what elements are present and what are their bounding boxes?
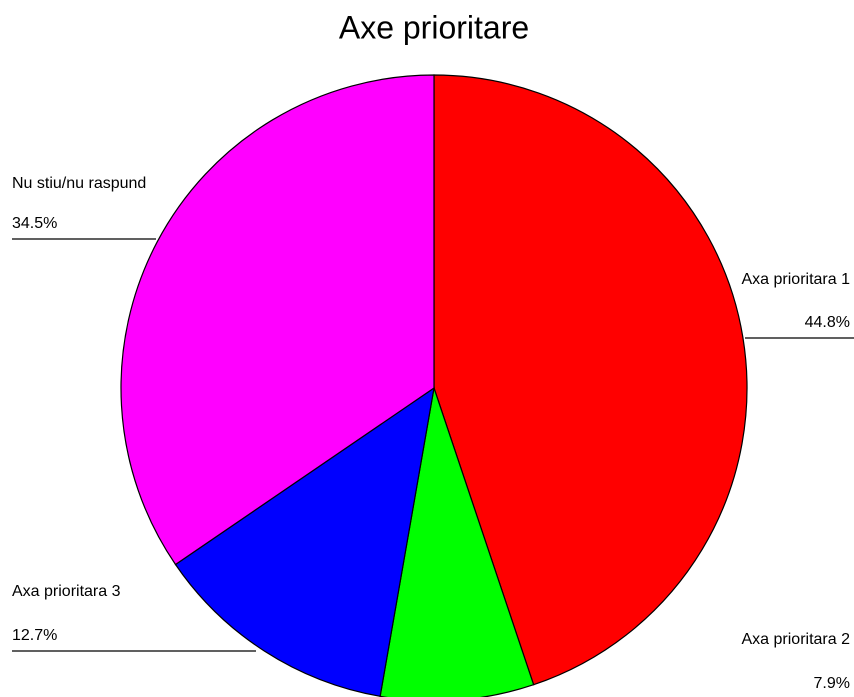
pie-slice (379, 387, 535, 697)
slice-value-label: 12.7% (12, 627, 57, 644)
pie-slice (433, 74, 748, 686)
slice-label: Axa prioritara 2 (742, 631, 851, 648)
slice-label: Axa prioritara 1 (742, 271, 851, 288)
slice-label: Axa prioritara 3 (12, 583, 121, 600)
slice-value-label: 44.8% (805, 314, 850, 331)
pie-slice (120, 74, 435, 566)
slice-value-label: 34.5% (12, 215, 57, 232)
chart-title: Axe prioritare (339, 9, 529, 45)
pie-slice (174, 386, 435, 697)
slice-value-label: 7.9% (814, 675, 850, 692)
slice-label: Nu stiu/nu raspund (12, 175, 146, 192)
